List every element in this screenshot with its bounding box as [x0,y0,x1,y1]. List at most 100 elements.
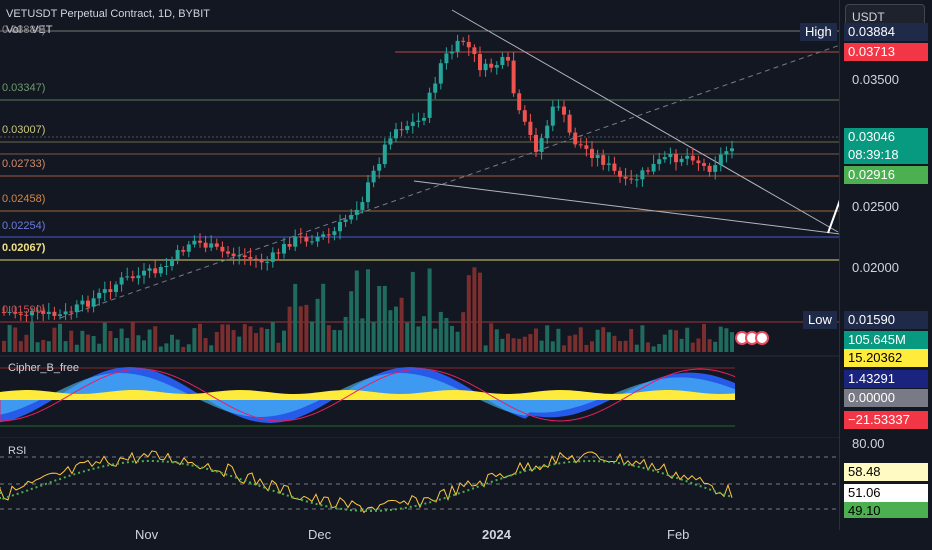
candle-body [405,126,410,131]
volume-bar [30,322,34,352]
candle-body [125,276,130,278]
rsi-value-1: 58.48 [844,463,928,481]
volume-bar [220,324,225,352]
candle-body [13,311,18,314]
volume-bar [58,323,62,352]
volume-bars [2,267,734,352]
candle-body [46,311,51,314]
candle-body [702,163,706,166]
fib-label-4: 0.02458) [2,193,46,205]
volume-bar [354,270,359,352]
volume-bar [584,344,589,352]
volume-bar [293,283,298,352]
candle-body [153,268,158,274]
candle-body [310,241,314,243]
rsi-line [0,450,733,514]
candle-body [97,292,102,299]
volume-bar [651,346,656,352]
candle-body [130,276,135,279]
volume-bar [287,306,292,352]
candle-body [86,300,90,307]
volume-bar [422,316,426,352]
volume-legend[interactable]: Vol · VET [6,24,53,36]
volume-bar [332,329,337,352]
volume-bar [534,328,538,352]
volume-bar [433,328,438,352]
candle-body [629,178,634,180]
volume-bar [601,327,606,352]
candle-body [612,163,617,171]
candle-body [455,40,460,52]
volume-bar [125,338,130,352]
rsi-title[interactable]: RSI [8,445,27,457]
candle-body [186,244,191,252]
candle-body [119,277,124,285]
candle-body [349,214,354,220]
volume-bar [326,325,331,352]
volume-bar [388,310,393,352]
candle-body [590,148,594,158]
candle-body [489,63,494,68]
volume-bar [35,342,40,352]
volume-bar [192,328,197,352]
candle-body [158,266,163,274]
candle-body [444,53,449,64]
cipher-title[interactable]: Cipher_B_free [8,362,79,374]
candle-body [438,63,443,84]
volume-bar [466,275,471,352]
volume-bar [298,306,303,352]
candle-body [461,40,466,42]
volume-bar [119,328,124,352]
candle-body [114,284,118,293]
volume-bar [231,330,236,352]
volume-bar [181,346,186,352]
candle-body [494,65,499,68]
volume-bar [483,345,488,352]
cipher-value-4: −21.53337 [844,411,928,429]
rsi-pane[interactable] [0,437,840,522]
candle-body [623,176,628,179]
candle-body [388,138,393,145]
volume-bar [69,330,74,352]
candle-body [483,63,488,71]
volume-bar [724,328,729,352]
volume-bar [472,267,477,352]
candle-body [646,170,650,172]
fib-label-7: 0.01590) [2,304,46,316]
volume-bar [74,344,79,352]
volume-bar [248,326,253,352]
candle-body [539,138,544,152]
volume-bar [517,338,522,352]
volume-bar [86,334,90,352]
candle-body [354,209,359,215]
price-chart[interactable] [0,0,840,530]
candle-body [416,120,421,122]
cipher-pane[interactable] [0,355,840,435]
candle-body [433,83,438,93]
candle-body [506,56,510,61]
volume-bar [366,269,370,352]
candle-body [595,155,600,158]
volume-bar [203,338,208,352]
volume-bar [528,334,533,352]
candle-body [713,165,718,172]
candle-body [674,153,678,163]
symbol-title[interactable]: VETUSDT Perpetual Contract, 1D, BYBIT [6,8,210,20]
candle-body [679,158,684,163]
candle-body [69,311,74,313]
volume-bar [718,326,723,352]
dashed-trend-line [59,44,840,319]
candle-body [517,93,522,111]
candle-body [634,179,639,181]
candle-body [282,244,286,254]
volume-bar [142,340,146,352]
drawing-stroke [827,199,840,234]
countdown-timer: 08:39:18 [844,146,928,164]
event-flag-icon[interactable] [755,331,769,345]
candle-body [534,134,538,152]
candle-body [360,202,365,210]
volume-bar [80,330,85,352]
level-2-value: 0.02916 [844,166,928,184]
fib-label-5: 0.02254) [2,220,46,232]
candle-body [366,182,370,203]
